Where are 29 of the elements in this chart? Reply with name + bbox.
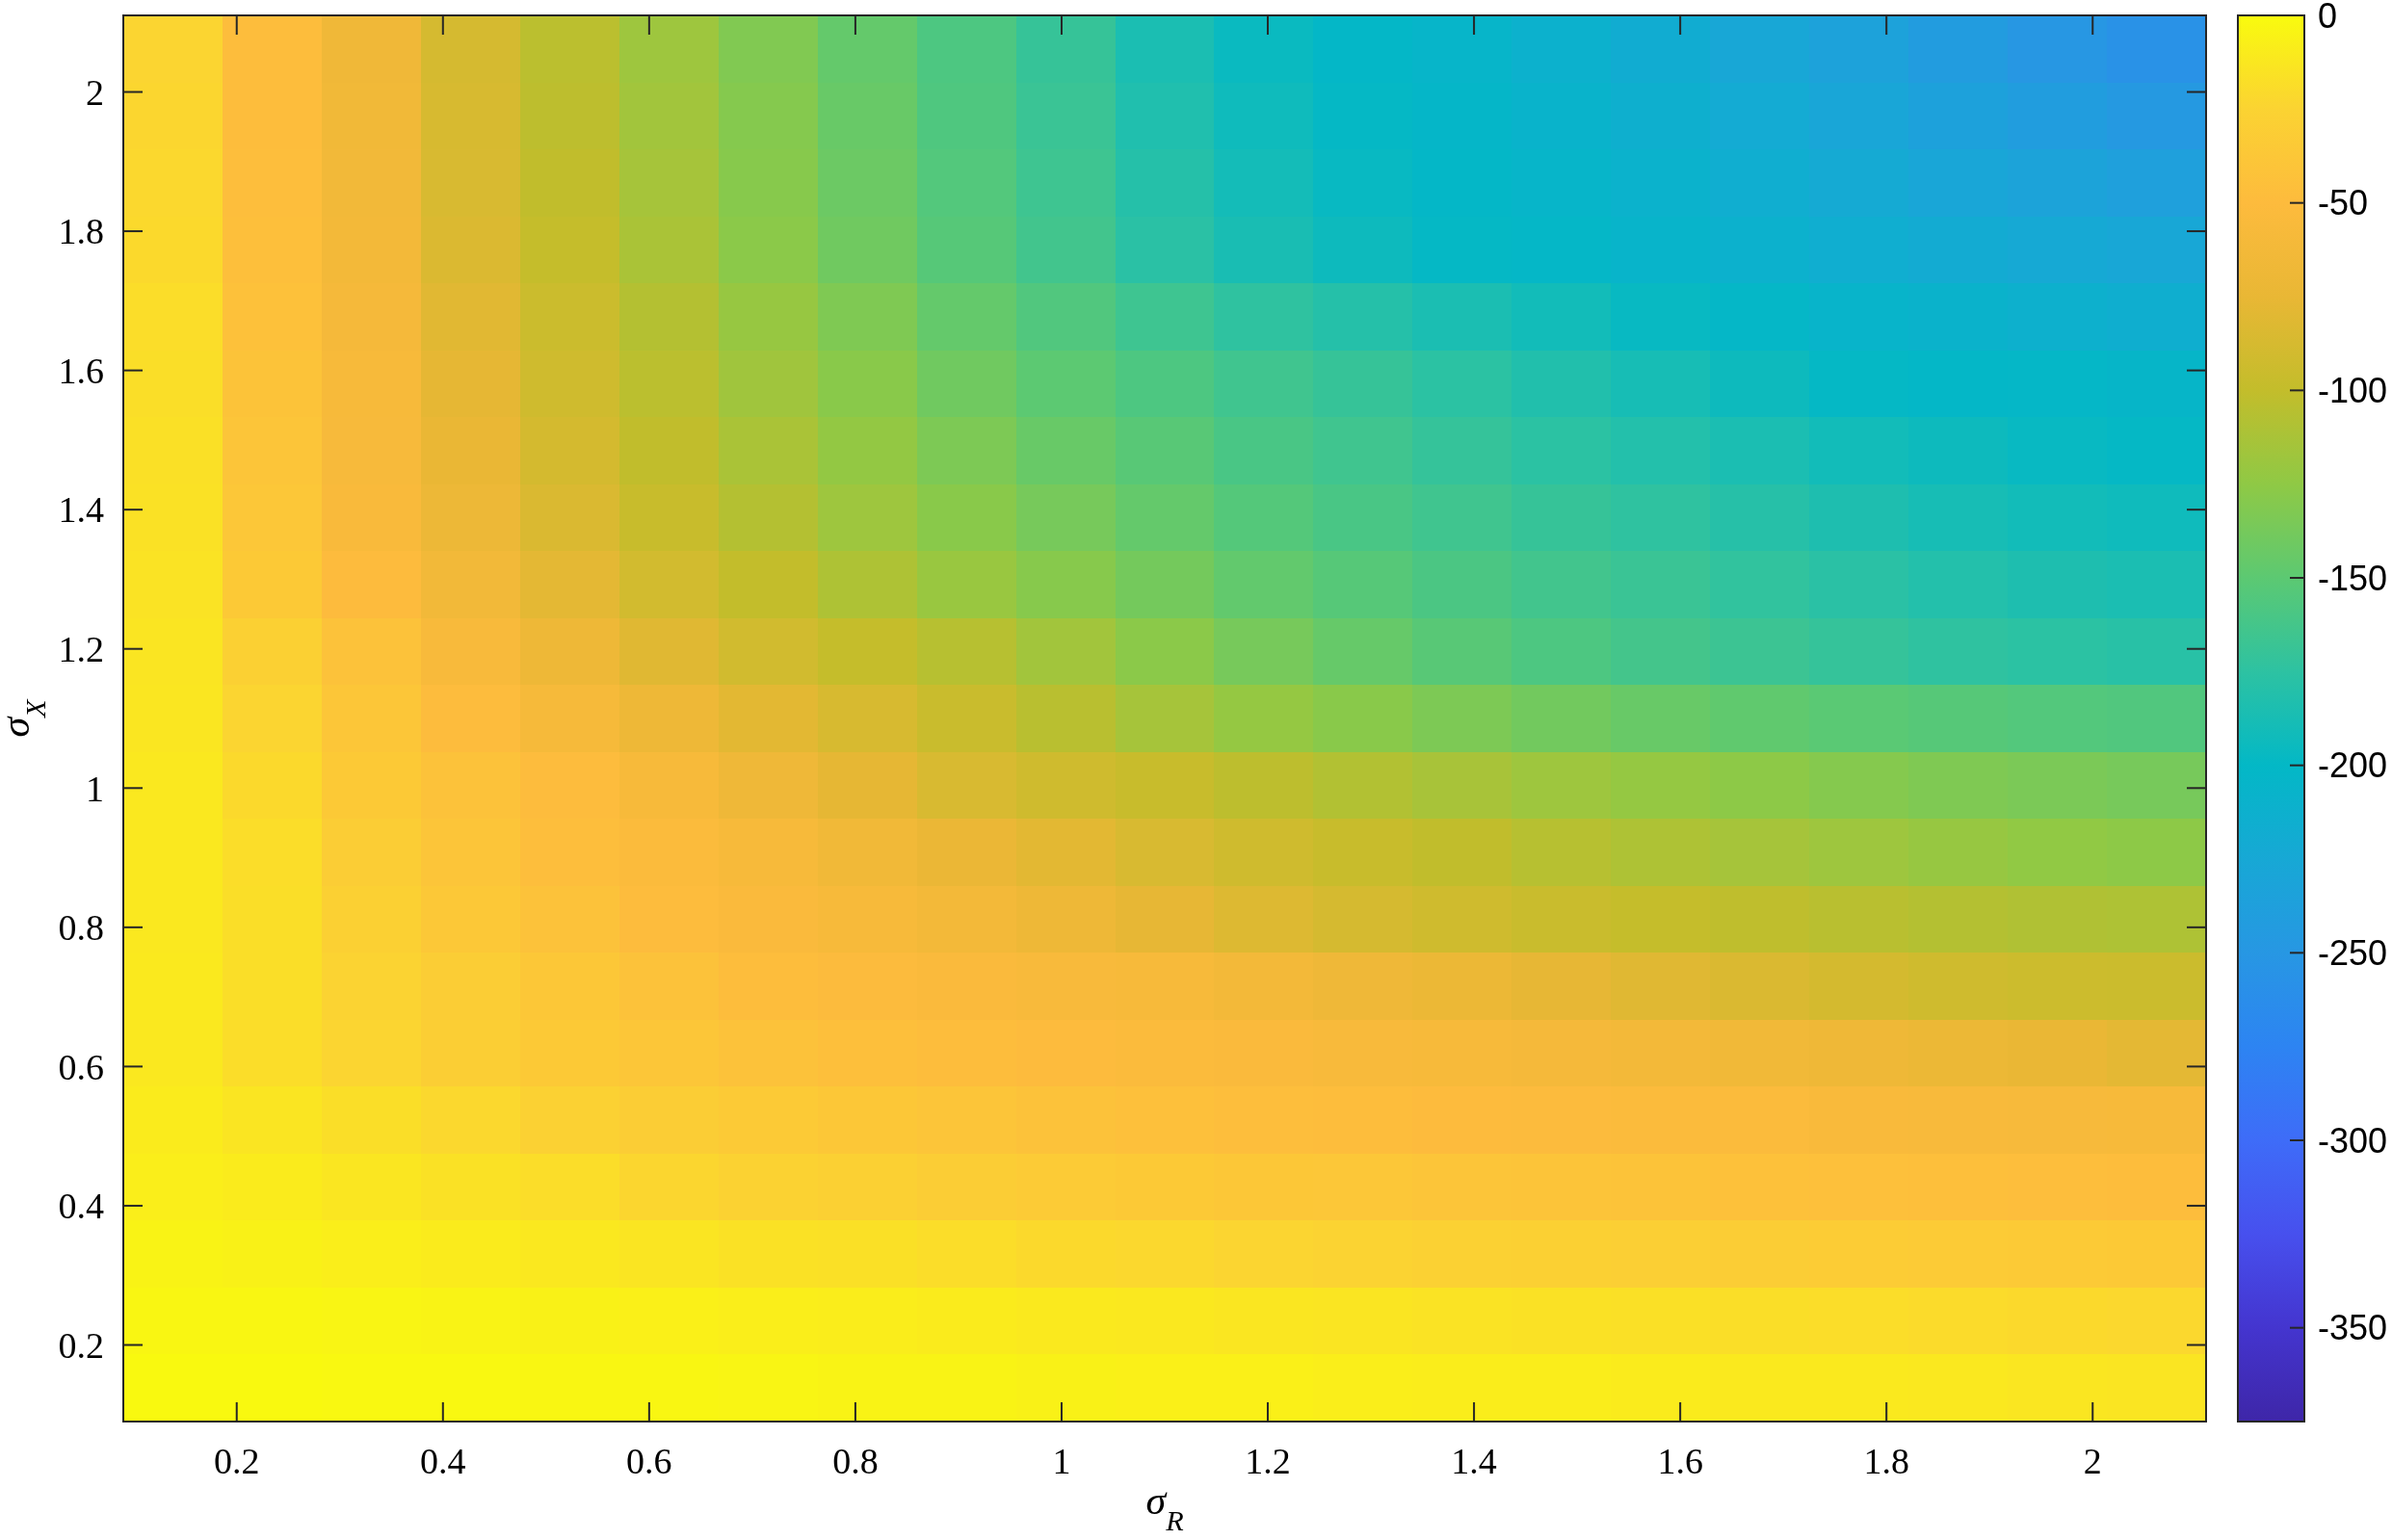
x-tick-label: 2 [2083,1441,2102,1481]
color-bar-label: -100 [2318,370,2388,410]
x-tick-label: 1.8 [1863,1441,1909,1481]
y-tick-label: 1.2 [58,629,104,670]
x-tick-label: 1.6 [1657,1441,1703,1481]
x-tick-label: 1.4 [1451,1441,1497,1481]
color-bar-label: -200 [2318,745,2388,786]
x-tick-label: 0.4 [420,1441,466,1481]
y-tick-label: 0.4 [58,1186,104,1227]
y-tick-label: 2 [86,71,104,113]
y-tick-label: 0.8 [58,907,104,949]
color-bar-label: -250 [2318,932,2388,973]
color-bar-label: -150 [2318,558,2388,598]
y-tick-label: 1.4 [58,489,104,531]
color-bar-label: 0 [2318,0,2338,36]
y-tick-label: 1.6 [58,350,104,391]
x-tick-label: 1.2 [1245,1441,1291,1481]
y-tick-label: 0.2 [58,1324,104,1366]
y-tick-label: 1.8 [58,211,104,252]
y-tick-label: 0.6 [58,1046,104,1087]
x-tick-label: 1 [1052,1441,1071,1481]
color-bar-label: -50 [2318,183,2369,223]
x-tick-label: 0.6 [626,1441,672,1481]
color-bar-label: -350 [2318,1308,2388,1348]
color-bar-label: -300 [2318,1120,2388,1161]
y-tick-label: 1 [86,768,104,809]
x-tick-label: 0.2 [213,1441,260,1481]
x-tick-label: 0.8 [832,1441,879,1481]
x-axis-title: σ$_{R}$ [1145,1478,1184,1537]
